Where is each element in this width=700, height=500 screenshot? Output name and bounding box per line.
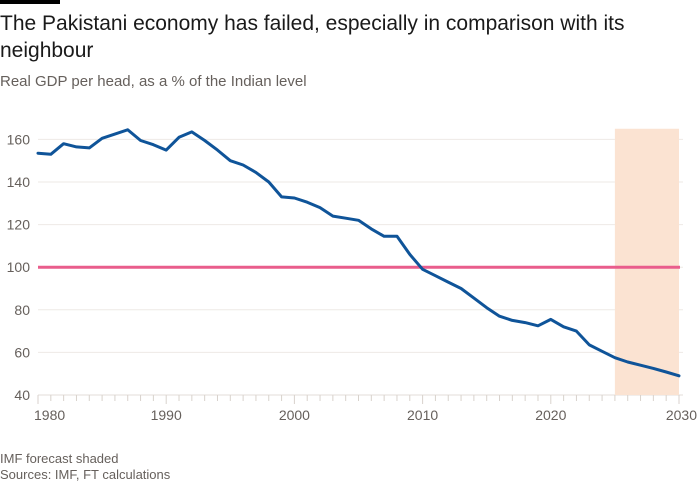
y-axis-labels: 40 60 80 100 120 140 160 bbox=[7, 131, 31, 403]
x-tick-label: 2030 bbox=[666, 407, 697, 423]
x-tick-label: 1980 bbox=[34, 407, 65, 423]
y-tick-label: 40 bbox=[14, 387, 30, 403]
chart-title: The Pakistani economy has failed, especi… bbox=[0, 12, 625, 62]
x-tick-label: 2020 bbox=[535, 407, 566, 423]
y-tick-label: 100 bbox=[7, 259, 31, 275]
y-tick-label: 160 bbox=[7, 131, 31, 147]
line-chart: 40 60 80 100 120 140 160 1980 1990 2000 2010 2020 2… bbox=[7, 128, 697, 423]
series-line-pakistan bbox=[36, 128, 681, 378]
y-tick-label: 120 bbox=[7, 217, 31, 233]
y-tick-label: 80 bbox=[14, 302, 30, 318]
x-axis: 1980 1990 2000 2010 2020 2030 bbox=[34, 395, 697, 423]
y-tick-label: 140 bbox=[7, 174, 31, 190]
y-tick-label: 60 bbox=[14, 344, 30, 360]
x-tick-label: 2000 bbox=[279, 407, 310, 423]
forecast-note: IMF forecast shaded bbox=[0, 451, 119, 466]
series-group bbox=[36, 128, 681, 378]
ft-top-bar bbox=[0, 0, 60, 4]
forecast-shading bbox=[614, 128, 679, 395]
sources-note: Sources: IMF, FT calculations bbox=[0, 467, 171, 482]
x-tick-label: 1990 bbox=[151, 407, 182, 423]
x-tick-label: 2010 bbox=[407, 407, 438, 423]
chart-subtitle: Real GDP per head, as a % of the Indian … bbox=[0, 73, 307, 90]
forecast-shaded-region bbox=[614, 128, 679, 395]
